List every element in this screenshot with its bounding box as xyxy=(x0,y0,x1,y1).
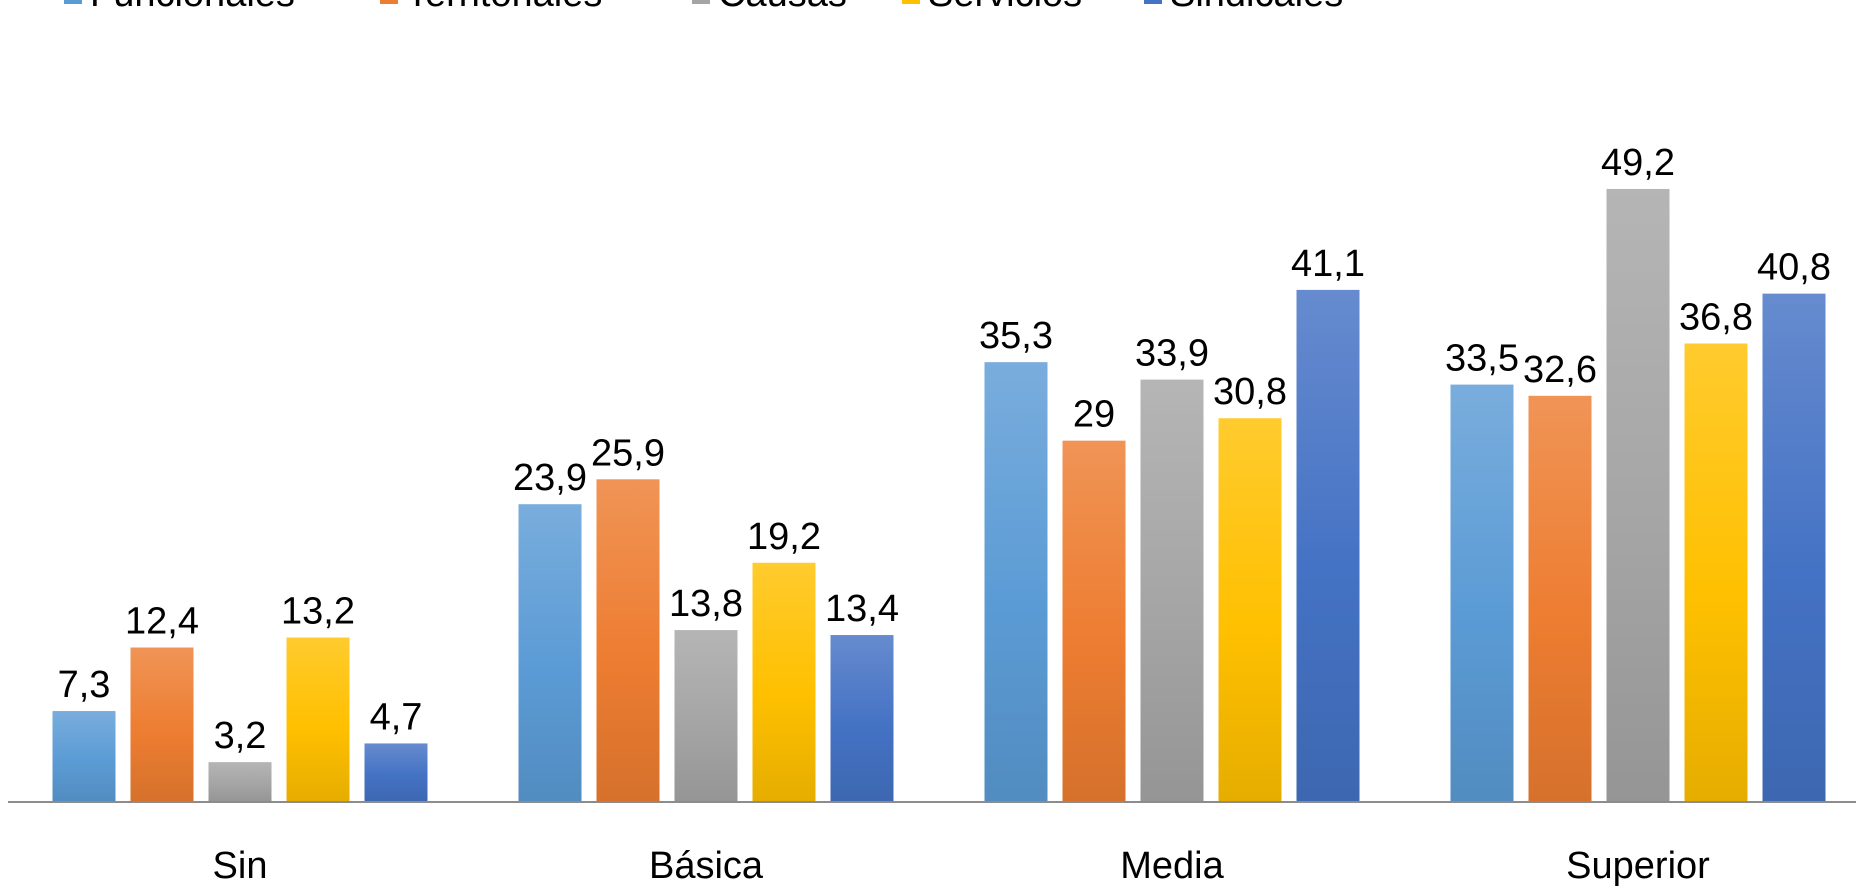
bar-basica-territoriales xyxy=(596,479,660,802)
bar-superior-funcionales xyxy=(1450,384,1514,802)
data-label-basica-sindicales: 13,4 xyxy=(825,588,899,630)
bar-basica-servicios xyxy=(752,562,816,802)
data-label-media-territoriales: 29 xyxy=(1073,394,1115,436)
category-label-2: Media xyxy=(1120,845,1224,887)
data-label-media-servicios: 30,8 xyxy=(1213,371,1287,413)
legend-swatch-territoriales xyxy=(380,0,398,4)
bar-sin-funcionales xyxy=(52,711,116,802)
bar-superior-servicios xyxy=(1684,343,1748,802)
legend-label-funcionales: Funcionales xyxy=(90,0,295,15)
legend-label-sindicales: Sindicales xyxy=(1170,0,1343,15)
data-label-basica-territoriales: 25,9 xyxy=(591,432,665,474)
data-label-sin-causas: 3,2 xyxy=(214,715,267,757)
bar-sin-causas xyxy=(208,762,272,802)
bar-superior-causas xyxy=(1606,188,1670,802)
bar-basica-sindicales xyxy=(830,635,894,802)
bar-sin-servicios xyxy=(286,637,350,802)
category-label-1: Básica xyxy=(649,845,764,887)
category-label-3: Superior xyxy=(1566,845,1710,887)
category-label-0: Sin xyxy=(213,845,268,887)
data-label-superior-sindicales: 40,8 xyxy=(1757,247,1831,289)
data-label-basica-causas: 13,8 xyxy=(669,583,743,625)
data-label-sin-sindicales: 4,7 xyxy=(370,696,423,738)
bar-media-servicios xyxy=(1218,418,1282,802)
data-label-sin-servicios: 13,2 xyxy=(281,591,355,633)
bars xyxy=(52,188,1826,802)
category-labels: Sin Básica Media Superior xyxy=(213,845,1711,887)
data-label-sin-territoriales: 12,4 xyxy=(125,600,199,642)
legend-label-causas: Causas xyxy=(718,0,847,15)
data-label-basica-servicios: 19,2 xyxy=(747,516,821,558)
bar-basica-funcionales xyxy=(518,504,582,802)
legend-swatch-servicios xyxy=(902,0,920,4)
data-label-superior-causas: 49,2 xyxy=(1601,142,1675,184)
data-label-media-causas: 33,9 xyxy=(1135,333,1209,375)
data-label-media-funcionales: 35,3 xyxy=(979,315,1053,357)
data-label-superior-servicios: 36,8 xyxy=(1679,296,1753,338)
legend-swatch-funcionales xyxy=(64,0,82,4)
bar-sin-territoriales xyxy=(130,647,194,802)
legend-swatch-causas xyxy=(692,0,710,4)
bar-media-sindicales xyxy=(1296,289,1360,802)
bar-basica-causas xyxy=(674,630,738,802)
data-labels: 7,3 12,4 3,2 13,2 4,7 23,925,9 13,819,213,4 35,… xyxy=(58,142,1831,757)
data-label-superior-territoriales: 32,6 xyxy=(1523,349,1597,391)
bar-superior-sindicales xyxy=(1762,293,1826,802)
data-label-basica-funcionales: 23,9 xyxy=(513,457,587,499)
bar-media-territoriales xyxy=(1062,440,1126,802)
bar-superior-territoriales xyxy=(1528,395,1592,802)
data-label-sin-funcionales: 7,3 xyxy=(58,664,111,706)
bar-media-causas xyxy=(1140,379,1204,802)
bar-media-funcionales xyxy=(984,362,1048,802)
bar-sin-sindicales xyxy=(364,743,428,802)
legend: Funcionales Territoriales Causas Servicios S… xyxy=(64,0,1343,15)
legend-label-servicios: Servicios xyxy=(928,0,1082,15)
legend-label-territoriales: Territoriales xyxy=(406,0,602,15)
legend-swatch-sindicales xyxy=(1144,0,1162,4)
data-label-media-sindicales: 41,1 xyxy=(1291,243,1365,285)
data-label-superior-funcionales: 33,5 xyxy=(1445,338,1519,380)
